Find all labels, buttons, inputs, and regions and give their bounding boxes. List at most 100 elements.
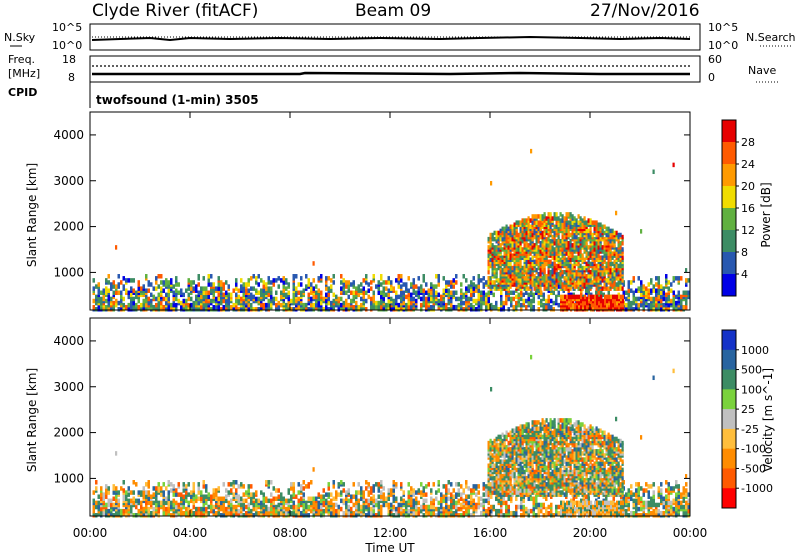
echo-cell	[292, 274, 295, 279]
echo-cell	[435, 490, 438, 495]
echo-cell	[392, 302, 395, 308]
echo-cell	[247, 282, 250, 287]
echo-cell	[613, 238, 616, 244]
echo-cell	[140, 490, 143, 495]
echo-cell	[325, 506, 328, 512]
echo-cell	[480, 304, 483, 310]
echo-cell	[680, 294, 683, 300]
echo-cell	[297, 482, 300, 487]
echo-cell	[530, 298, 533, 304]
echo-cell	[587, 284, 590, 289]
echo-cell	[397, 502, 400, 508]
echo-cell	[227, 304, 230, 310]
echo-cell	[320, 504, 323, 510]
echo-cell	[672, 276, 675, 281]
echo-cell	[230, 482, 233, 487]
echo-cell	[402, 490, 405, 495]
echo-cell	[105, 290, 108, 296]
echo-cell	[117, 502, 120, 508]
echo-cell	[549, 251, 552, 256]
echo-cell	[187, 296, 190, 302]
echo-cell	[282, 276, 285, 281]
echo-cell	[210, 298, 213, 304]
echo-cell	[655, 276, 658, 281]
echo-cell	[390, 307, 393, 312]
echo-cell	[292, 292, 295, 298]
echo-cell	[551, 234, 554, 240]
echo-cell	[527, 259, 530, 265]
echo-cell	[632, 290, 635, 296]
echo-cell	[535, 494, 538, 499]
echo-cell	[581, 253, 584, 258]
echo-cell	[520, 307, 523, 312]
echo-cell	[107, 307, 110, 312]
echo-cell	[157, 488, 160, 493]
echo-cell	[280, 278, 283, 283]
echo-cell	[107, 288, 110, 293]
echo-cell	[627, 292, 630, 298]
echo-cell	[567, 224, 570, 230]
echo-cell	[160, 307, 163, 312]
echo-cell	[357, 482, 360, 487]
echo-cell	[607, 290, 610, 296]
echo-cell	[455, 304, 458, 310]
echo-cell	[618, 294, 621, 300]
echo-cell	[492, 304, 495, 310]
echo-cell	[377, 500, 380, 506]
echo-cell	[499, 243, 502, 248]
echo-cell	[175, 292, 178, 298]
echo-cell	[320, 274, 323, 279]
echo-cell	[165, 506, 168, 512]
echo-cell	[150, 510, 153, 516]
echo-cell	[519, 271, 522, 277]
echo-cell	[597, 232, 600, 238]
echo-cell	[132, 490, 135, 495]
echo-cell	[332, 280, 335, 285]
echo-cell	[215, 286, 218, 291]
echo-cell	[395, 482, 398, 487]
echo-cell	[337, 307, 340, 312]
echo-cell	[287, 290, 290, 296]
echo-cell	[125, 278, 128, 283]
echo-cell	[127, 307, 130, 312]
echo-cell	[107, 502, 110, 508]
echo-cell	[505, 261, 508, 267]
echo-cell	[591, 232, 594, 238]
echo-cell	[235, 504, 238, 510]
echo-cell	[255, 498, 258, 504]
echo-cell	[272, 486, 275, 491]
station-title: Clyde River (fitACF)	[92, 1, 258, 21]
echo-cell	[561, 247, 564, 252]
echo-cell	[120, 298, 123, 304]
echo-cell	[619, 284, 622, 289]
echo-cell	[227, 300, 230, 306]
echo-cell	[277, 300, 280, 306]
echo-cell	[513, 230, 516, 236]
echo-cell	[342, 282, 345, 287]
echo-cell	[587, 245, 590, 250]
echo-cell	[270, 294, 273, 300]
echo-cell	[522, 513, 525, 518]
echo-cell	[590, 302, 593, 308]
echo-cell	[543, 251, 546, 256]
echo-cell	[519, 232, 522, 238]
echo-cell	[402, 498, 405, 504]
echo-cell	[282, 496, 285, 502]
echo-cell	[427, 504, 430, 510]
echo-cell	[397, 302, 400, 308]
echo-cell	[591, 280, 594, 285]
echo-cell	[330, 284, 333, 289]
echo-cell	[375, 284, 378, 289]
echo-cell	[601, 224, 604, 230]
echo-cell	[232, 484, 235, 489]
echo-cell	[167, 296, 170, 302]
echo-cell	[645, 286, 648, 291]
echo-cell	[495, 304, 498, 310]
echo-cell	[597, 263, 600, 269]
echo-cell	[247, 484, 250, 489]
echo-cell	[415, 290, 418, 296]
echo-cell	[207, 294, 210, 300]
echo-cell	[460, 513, 463, 518]
echo-cell	[145, 274, 148, 279]
echo-cell	[145, 504, 148, 510]
